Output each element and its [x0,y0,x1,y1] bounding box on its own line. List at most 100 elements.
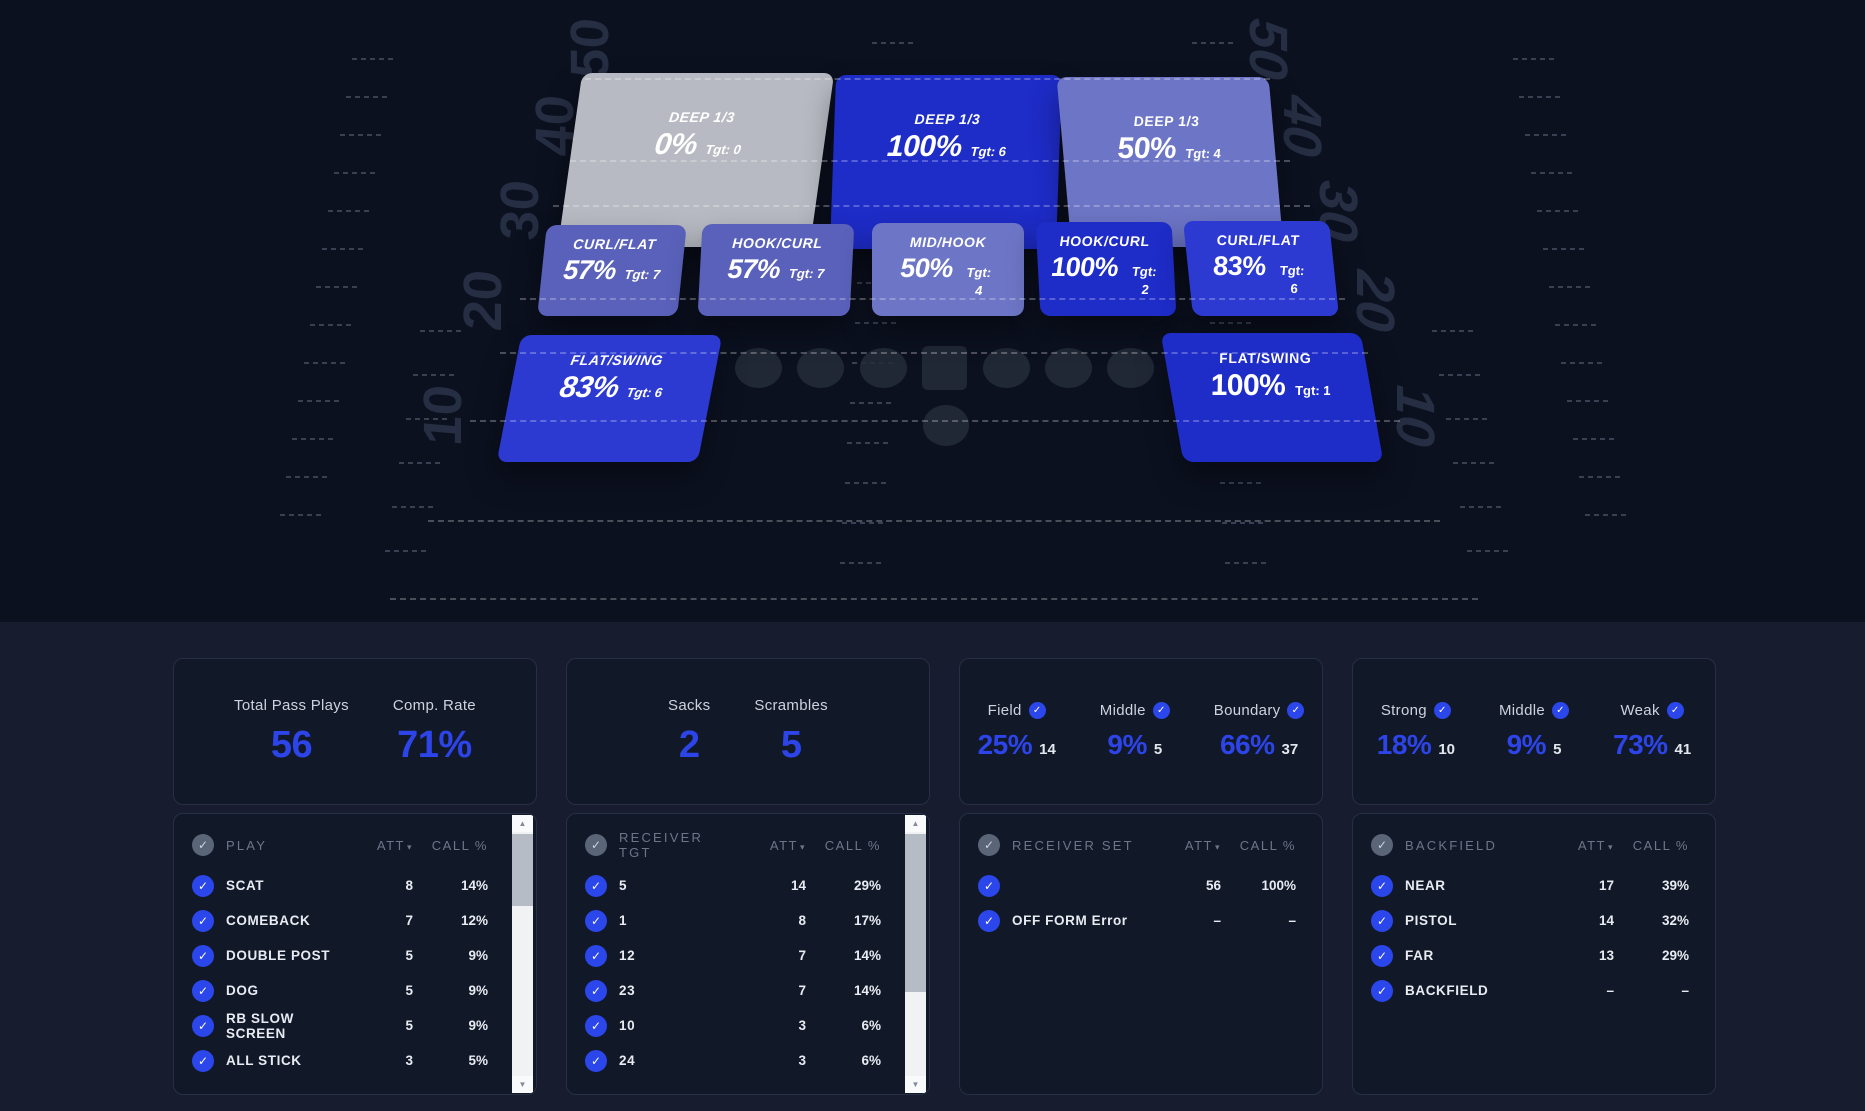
zone-card-flat-swing-left[interactable]: FLAT/SWING 83% Tgt: 6 [496,335,723,462]
hash-mark [298,400,342,402]
check-icon[interactable]: ✓ [1028,702,1046,719]
hash-mark [328,210,372,212]
check-icon[interactable]: ✓ [1287,702,1305,719]
stat-value: 73% [1613,729,1668,760]
hash-mark [1192,42,1236,44]
zone-card-deep-left[interactable]: DEEP 1/3 0% Tgt: 0 [557,73,835,247]
column-call-pct[interactable]: CALL % [1239,837,1296,853]
zone-card-curl-flat-right[interactable]: CURL/FLAT 83% Tgt: 6 [1183,221,1339,316]
sort-desc-icon: ▾ [1607,841,1614,852]
zone-card-curl-flat-left[interactable]: CURL/FLAT 57% Tgt: 7 [537,225,687,316]
check-icon[interactable]: ✓ [1433,702,1451,719]
check-all-icon[interactable]: ✓ [1371,834,1393,856]
scroll-up-icon[interactable]: ▲ [905,815,926,832]
table-play: ✓ PLAY ATT ▾ CALL % ✓ SCAT 8 14% ✓ COMEBACK 7 1… [173,813,537,1095]
check-icon[interactable]: ✓ [1371,909,1393,932]
table-row[interactable]: ✓ 23 7 14% [585,973,929,1008]
column-call-pct[interactable]: CALL % [824,837,881,853]
check-icon[interactable]: ✓ [192,979,214,1002]
table-row[interactable]: ✓ PISTOL 14 32% [1371,903,1715,938]
table-row[interactable]: ✓ 1 8 17% [585,903,929,938]
check-icon[interactable]: ✓ [585,909,607,932]
check-icon[interactable]: ✓ [585,1014,607,1037]
zone-card-mid-hook[interactable]: MID/HOOK 50% Tgt: 4 [872,223,1024,316]
check-icon[interactable]: ✓ [192,909,214,932]
stat-label: Total Pass Plays [234,696,349,714]
check-icon[interactable]: ✓ [1371,944,1393,967]
check-icon[interactable]: ✓ [1552,702,1569,719]
hash-mark [292,438,336,440]
check-icon[interactable]: ✓ [585,944,607,967]
zone-card-flat-swing-right[interactable]: FLAT/SWING 100% Tgt: 1 [1160,333,1384,462]
hash-mark [1460,506,1504,508]
table-row[interactable]: ✓ 24 3 6% [585,1043,929,1078]
zone-label: DEEP 1/3 [668,109,737,125]
check-icon[interactable]: ✓ [192,944,214,967]
column-att[interactable]: ATT ▾ [1184,837,1221,853]
stat-count: 10 [1438,741,1455,758]
check-all-icon[interactable]: ✓ [978,834,1000,856]
hash-mark [1561,362,1605,364]
scrollbar[interactable]: ▲ ▼ [512,815,533,1093]
sort-desc-icon: ▾ [799,841,806,852]
check-icon[interactable]: ✓ [192,1014,214,1037]
hash-mark [1585,514,1629,516]
scrollbar[interactable]: ▲ ▼ [905,815,926,1093]
table-row[interactable]: ✓ COMEBACK 7 12% [192,903,536,938]
scroll-down-icon[interactable]: ▼ [905,1076,926,1093]
table-row[interactable]: ✓ 5 14 29% [585,868,929,903]
table-row[interactable]: ✓ NEAR 17 39% [1371,868,1715,903]
check-icon[interactable]: ✓ [1371,979,1393,1002]
column-att[interactable]: ATT ▾ [1577,837,1614,853]
zone-pct: 50% [1115,132,1178,165]
check-all-icon[interactable]: ✓ [192,834,214,856]
check-icon[interactable]: ✓ [192,874,214,897]
hash-mark [286,476,330,478]
table-row[interactable]: ✓ BACKFIELD – – [1371,973,1715,1008]
check-icon[interactable]: ✓ [1152,702,1170,719]
column-call-pct[interactable]: CALL % [431,837,488,853]
scroll-down-icon[interactable]: ▼ [512,1076,533,1093]
zone-card-hook-curl-right[interactable]: HOOK/CURL 100% Tgt: 2 [1035,222,1177,316]
zone-targets: Tgt: 6 [1278,263,1306,297]
check-icon[interactable]: ✓ [1371,874,1393,897]
formation-lineman [860,348,907,388]
check-icon[interactable]: ✓ [192,1049,214,1072]
stat-count: 37 [1281,741,1299,758]
hash-mark [872,42,916,44]
hash-mark [1519,96,1563,98]
table-header: ✓ BACKFIELD ATT ▾ CALL % [1371,832,1715,858]
stat-value: 56 [270,723,313,766]
zone-pct: 83% [556,371,622,404]
column-call-pct[interactable]: CALL % [1632,837,1689,853]
table-row[interactable]: ✓ FAR 13 29% [1371,938,1715,973]
scrollbar-thumb[interactable] [905,834,926,992]
zone-card-hook-curl-left[interactable]: HOOK/CURL 57% Tgt: 7 [697,224,855,316]
scroll-up-icon[interactable]: ▲ [512,815,533,832]
column-att[interactable]: ATT ▾ [769,837,806,853]
table-row[interactable]: ✓ ALL STICK 3 5% [192,1043,536,1078]
hash-mark [1222,522,1266,524]
table-row[interactable]: ✓ DOUBLE POST 5 9% [192,938,536,973]
table-row[interactable]: ✓ DOG 5 9% [192,973,536,1008]
column-att[interactable]: ATT ▾ [376,837,413,853]
sort-desc-icon: ▾ [406,841,413,852]
check-all-icon[interactable]: ✓ [585,834,607,856]
check-icon[interactable]: ✓ [1666,702,1684,719]
check-icon[interactable]: ✓ [585,979,607,1002]
table-row[interactable]: ✓ 56 100% [978,868,1322,903]
hash-mark [420,330,464,332]
check-icon[interactable]: ✓ [978,874,1000,897]
table-row[interactable]: ✓ OFF FORM Error – – [978,903,1322,938]
check-icon[interactable]: ✓ [585,874,607,897]
check-icon[interactable]: ✓ [978,909,1000,932]
zone-pct: 0% [652,128,700,161]
table-row[interactable]: ✓ RB SLOW SCREEN 5 9% [192,1008,536,1043]
table-row[interactable]: ✓ 12 7 14% [585,938,929,973]
table-receiver-tgt: ✓ RECEIVER TGT ATT ▾ CALL % ✓ 5 14 29% ✓ 1 8 17… [566,813,930,1095]
check-icon[interactable]: ✓ [585,1049,607,1072]
zone-targets: Tgt: 2 [1131,264,1157,298]
scrollbar-thumb[interactable] [512,834,533,906]
table-row[interactable]: ✓ 10 3 6% [585,1008,929,1043]
table-row[interactable]: ✓ SCAT 8 14% [192,868,536,903]
